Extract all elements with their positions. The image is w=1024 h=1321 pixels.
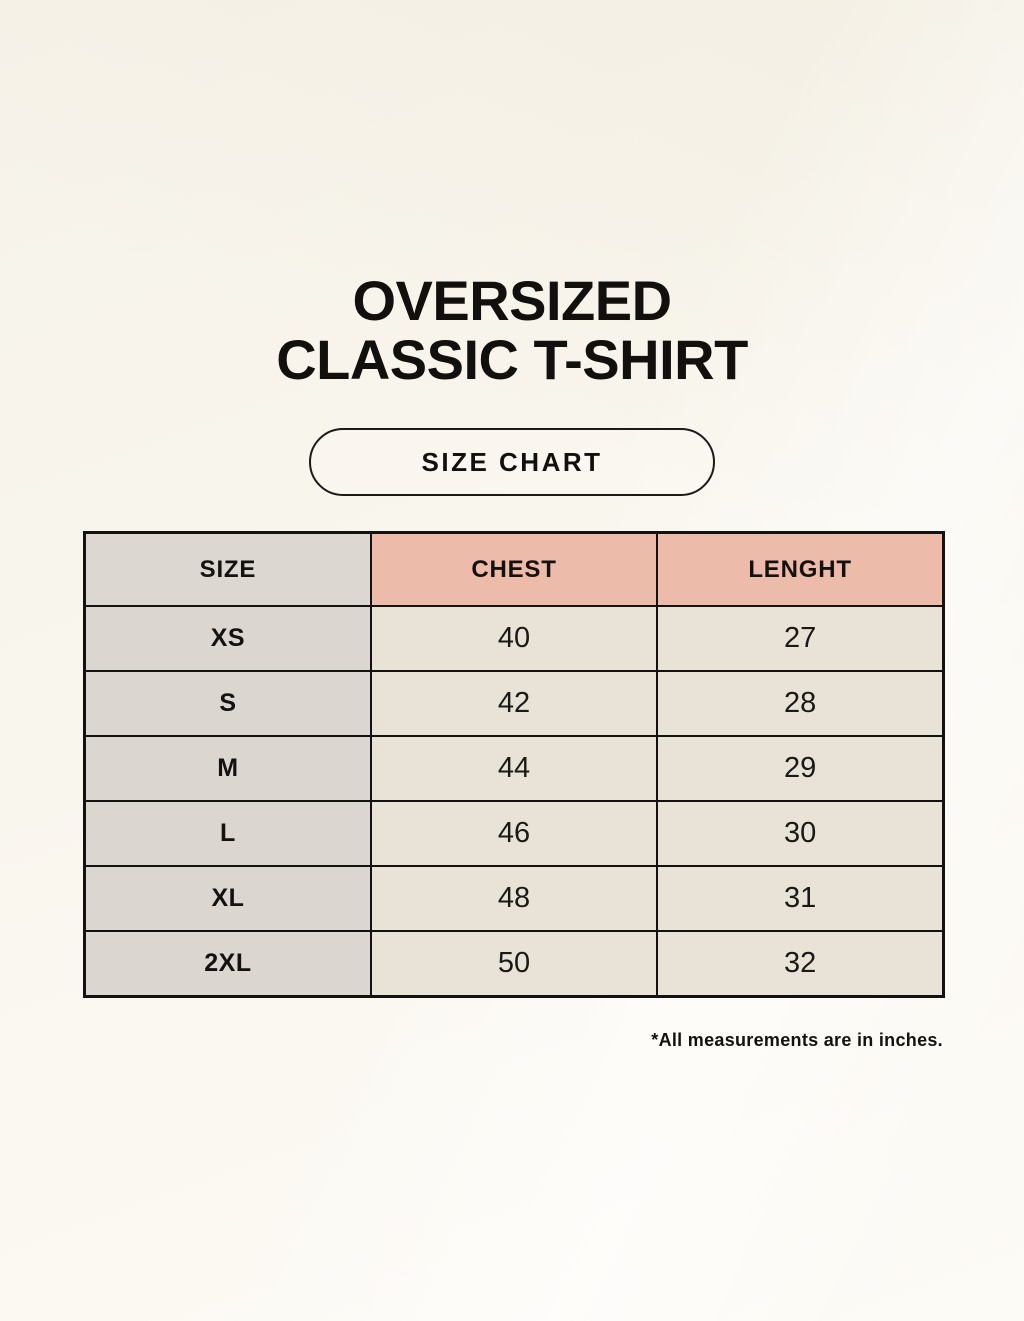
table-row: M 44 29 xyxy=(83,735,945,802)
size-cell: XS xyxy=(83,605,372,672)
table-row: XL 48 31 xyxy=(83,865,945,932)
size-cell: XL xyxy=(83,865,372,932)
column-header-chest: CHEST xyxy=(369,531,659,607)
table-row: 2XL 50 32 xyxy=(83,930,945,998)
size-cell: L xyxy=(83,800,372,867)
chest-value: 48 xyxy=(369,865,659,932)
chest-value: 46 xyxy=(369,800,659,867)
size-table-header: SIZE CHEST LENGHT xyxy=(83,531,945,607)
column-header-size: SIZE xyxy=(83,531,372,607)
table-row: L 46 30 xyxy=(83,800,945,867)
length-value: 32 xyxy=(656,930,945,998)
length-value: 31 xyxy=(656,865,945,932)
chest-value: 50 xyxy=(369,930,659,998)
length-value: 30 xyxy=(656,800,945,867)
chest-value: 44 xyxy=(369,735,659,802)
length-value: 28 xyxy=(656,670,945,737)
table-row: S 42 28 xyxy=(83,670,945,737)
length-value: 29 xyxy=(656,735,945,802)
size-chart-button[interactable]: SIZE CHART xyxy=(309,428,715,496)
size-table-body: XS 40 27 S 42 28 M 44 29 L 46 30 XL 48 3… xyxy=(83,605,945,998)
size-cell: S xyxy=(83,670,372,737)
size-cell: 2XL xyxy=(83,930,372,998)
chest-value: 42 xyxy=(369,670,659,737)
chest-value: 40 xyxy=(369,605,659,672)
product-title: OVERSIZED CLASSIC T-SHIRT xyxy=(0,271,1024,389)
size-table: SIZE CHEST LENGHT XS 40 27 S 42 28 M 44 … xyxy=(83,531,945,998)
product-title-line-2: CLASSIC T-SHIRT xyxy=(276,328,748,391)
product-title-line-1: OVERSIZED xyxy=(352,269,672,332)
size-cell: M xyxy=(83,735,372,802)
header-row: SIZE CHEST LENGHT xyxy=(83,531,945,607)
measurements-note: *All measurements are in inches. xyxy=(651,1030,943,1050)
size-chart-button-label: SIZE CHART xyxy=(421,446,603,477)
length-value: 27 xyxy=(656,605,945,672)
column-header-length: LENGHT xyxy=(656,531,945,607)
table-row: XS 40 27 xyxy=(83,605,945,672)
